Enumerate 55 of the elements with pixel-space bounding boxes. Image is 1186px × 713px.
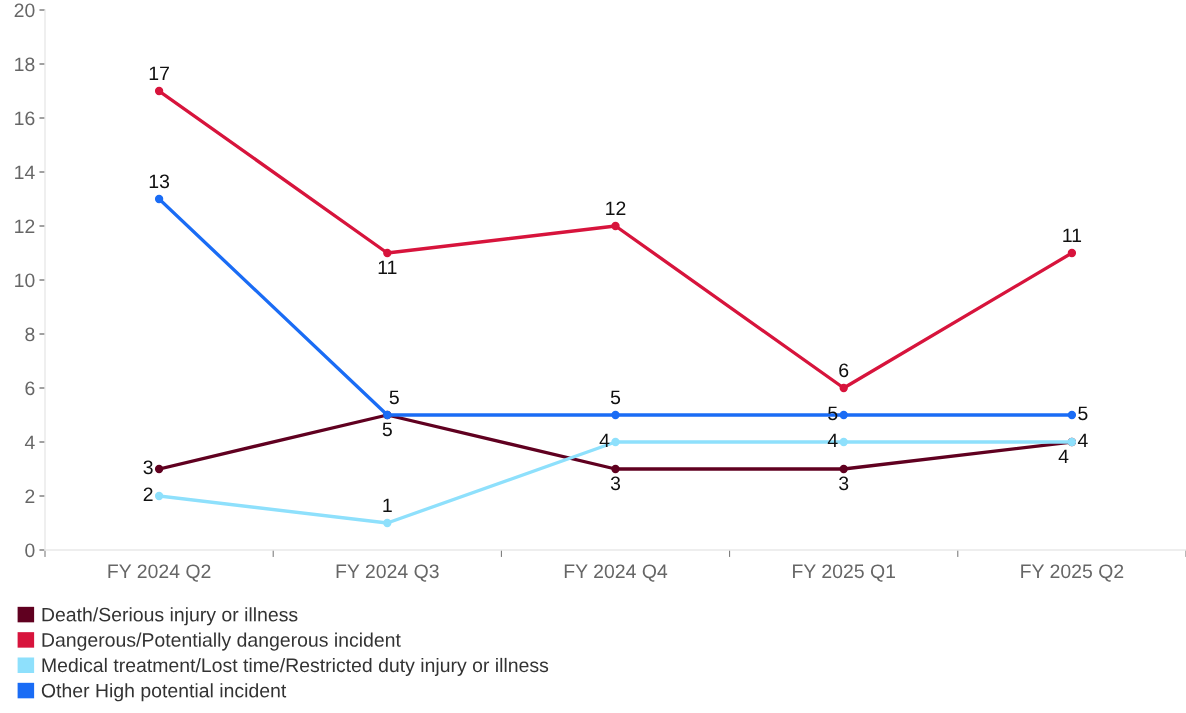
data-label: 2	[143, 487, 153, 502]
legend-label: Death/Serious injury or illness	[42, 607, 298, 626]
data-label: 4	[1058, 449, 1069, 464]
data-label: 17	[149, 66, 169, 81]
data-label: 12	[606, 201, 626, 216]
data-label: 3	[610, 476, 621, 491]
data-label: 11	[1063, 228, 1082, 243]
legend-label: Other High potential incident	[41, 683, 287, 702]
point	[839, 383, 848, 393]
y-tick-label: 20	[14, 3, 35, 18]
point	[839, 410, 848, 420]
point	[154, 194, 164, 204]
point	[154, 464, 164, 474]
data-label: 4	[599, 433, 610, 448]
data-label: 13	[149, 174, 170, 189]
data-label: 1	[383, 498, 392, 513]
point	[154, 86, 164, 96]
point	[611, 410, 620, 420]
point	[611, 437, 620, 447]
point	[839, 464, 848, 474]
y-tick-label: 4	[24, 435, 35, 450]
data-label: 5	[610, 390, 621, 405]
y-tick-label: 6	[25, 381, 35, 396]
point	[1067, 248, 1077, 258]
x-tick-label: FY 2025 Q2	[1021, 564, 1124, 582]
data-label: 4	[827, 433, 838, 448]
y-tick-label: 14	[15, 165, 35, 180]
y-tick-label: 16	[15, 111, 35, 126]
point	[839, 437, 848, 447]
point	[383, 518, 392, 528]
y-tick-label: 0	[25, 543, 35, 558]
x-tick-label: FY 2024 Q2	[108, 564, 211, 582]
data-label: 5	[389, 390, 399, 405]
point	[1067, 410, 1077, 420]
point	[383, 248, 392, 258]
legend-label: Medical treatment/Lost time/Restricted duty injury or illness	[42, 657, 549, 677]
data-label: 4	[1077, 433, 1088, 448]
data-label: 6	[839, 363, 849, 378]
x-tick-label: FY 2024 Q3	[336, 564, 439, 582]
data-label: 5	[1078, 406, 1088, 421]
data-label: 11	[378, 260, 397, 275]
y-tick-label: 8	[25, 327, 35, 342]
point	[611, 464, 620, 474]
point	[154, 491, 164, 501]
legend-label: Dangerous/Potentially dangerous incident	[42, 632, 401, 651]
x-tick-label: FY 2025 Q1	[793, 564, 896, 582]
data-label: 3	[839, 476, 849, 491]
y-tick-label: 18	[15, 57, 35, 72]
y-tick-label: 2	[25, 489, 35, 504]
data-label: 3	[143, 460, 153, 475]
data-label: 5	[382, 422, 392, 437]
y-tick-label: 12	[15, 219, 35, 234]
y-tick-label: 10	[15, 273, 35, 288]
point	[611, 221, 620, 231]
x-tick-label: FY 2024 Q4	[564, 564, 668, 582]
